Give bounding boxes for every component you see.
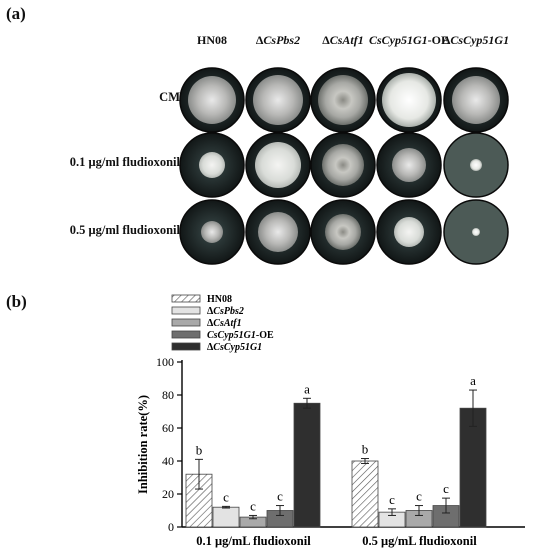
label-part: CsCyp51G1 bbox=[368, 33, 428, 47]
bar bbox=[459, 407, 487, 528]
label-part: HN08 bbox=[197, 33, 227, 47]
fungal-colony bbox=[325, 214, 361, 250]
fungal-colony bbox=[392, 148, 426, 182]
legend-label: ΔCsAtf1 bbox=[207, 318, 242, 329]
label-part: CsPbs2 bbox=[213, 306, 244, 317]
culture-plate bbox=[245, 132, 311, 198]
legend-swatch bbox=[171, 330, 201, 339]
inhibition-bar-chart: 0 20 40 60 80 100 Inhibition rate(%) b c c c a 0.1 μ… bbox=[136, 294, 525, 548]
legend-swatch bbox=[171, 342, 201, 351]
panel-b-label: (b) bbox=[6, 292, 27, 311]
significance-letter: a bbox=[304, 381, 310, 396]
fungal-colony bbox=[199, 152, 225, 178]
legend-label: ΔCsPbs2 bbox=[207, 306, 244, 317]
label-part: CsCyp51G1 bbox=[207, 330, 256, 341]
fungal-colony bbox=[472, 228, 480, 236]
culture-plate bbox=[245, 199, 311, 265]
fungal-colony bbox=[188, 76, 236, 124]
fungal-colony bbox=[452, 76, 500, 124]
y-axis-label: Inhibition rate(%) bbox=[136, 395, 150, 494]
significance-letter: b bbox=[196, 442, 203, 457]
significance-letter: c bbox=[389, 492, 395, 507]
fungal-colony bbox=[382, 73, 436, 127]
culture-plate bbox=[310, 199, 376, 265]
legend-label: ΔCsCyp51G1 bbox=[207, 342, 262, 353]
condition-label-cm: CM bbox=[159, 90, 180, 104]
culture-plate bbox=[179, 199, 245, 265]
culture-plate bbox=[376, 67, 442, 133]
significance-letter: c bbox=[223, 489, 229, 504]
label-part: CsAtf1 bbox=[213, 318, 241, 329]
fungal-colony bbox=[318, 75, 368, 125]
significance-letter: c bbox=[250, 498, 256, 513]
label-part: CsPbs2 bbox=[263, 33, 301, 47]
label-part: CsCyp51G1 bbox=[450, 33, 510, 47]
bar bbox=[293, 402, 321, 528]
culture-plate bbox=[179, 132, 245, 198]
y-tick-label: 100 bbox=[156, 355, 174, 369]
y-tick-label: 20 bbox=[162, 487, 174, 501]
fungal-colony bbox=[258, 212, 298, 252]
legend-swatch bbox=[171, 294, 201, 303]
y-tick-label: 0 bbox=[168, 520, 174, 534]
culture-plate bbox=[310, 132, 376, 198]
strain-header: HN08 bbox=[177, 33, 247, 48]
label-part: Δ bbox=[322, 33, 330, 47]
fungal-colony bbox=[322, 144, 364, 186]
bar bbox=[351, 460, 379, 528]
x-category-label: 0.5 μg/mL fludioxonil bbox=[362, 534, 477, 548]
label-part: Δ bbox=[442, 33, 451, 47]
significance-letter: b bbox=[362, 442, 369, 457]
colony-plates-grid bbox=[179, 67, 509, 265]
fungal-colony bbox=[253, 75, 303, 125]
label-part: Δ bbox=[255, 33, 264, 47]
legend-swatch bbox=[171, 318, 201, 327]
strain-header: CsCyp51G1-OE bbox=[364, 33, 454, 48]
strain-header: ΔCsPbs2 bbox=[243, 33, 313, 48]
panel-a-label: (a) bbox=[6, 4, 26, 23]
label-part: Δ bbox=[207, 306, 214, 317]
legend-label: CsCyp51G1-OE bbox=[207, 330, 274, 341]
x-category-label: 0.1 μg/mL fludioxonil bbox=[196, 534, 311, 548]
legend-swatch bbox=[171, 306, 201, 315]
culture-plate bbox=[443, 199, 509, 265]
significance-letter: c bbox=[416, 489, 422, 504]
label-part: -OE bbox=[427, 33, 449, 47]
culture-plate bbox=[443, 67, 509, 133]
culture-plate bbox=[376, 132, 442, 198]
condition-label-0-1: 0.1 μg/ml fludioxonil bbox=[69, 155, 180, 169]
label-part: -OE bbox=[256, 330, 274, 341]
label-part: CsCyp51G1 bbox=[213, 342, 262, 353]
culture-plate bbox=[376, 199, 442, 265]
significance-letter: c bbox=[277, 489, 283, 504]
label-part: CsAtf1 bbox=[329, 33, 364, 47]
culture-plate bbox=[245, 67, 311, 133]
legend-label: HN08 bbox=[207, 294, 232, 305]
culture-plate bbox=[179, 67, 245, 133]
label-part: Δ bbox=[207, 342, 214, 353]
label-part: Δ bbox=[207, 318, 214, 329]
y-tick-label: 40 bbox=[162, 454, 174, 468]
culture-plate bbox=[310, 67, 376, 133]
strain-header: ΔCsCyp51G1 bbox=[441, 33, 511, 48]
significance-letter: a bbox=[470, 373, 476, 388]
fungal-colony bbox=[470, 159, 482, 171]
y-tick-label: 80 bbox=[162, 388, 174, 402]
strain-header: ΔCsAtf1 bbox=[308, 33, 378, 48]
bar bbox=[212, 506, 240, 528]
label-part: HN08 bbox=[207, 294, 232, 305]
y-tick-label: 60 bbox=[162, 421, 174, 435]
fungal-colony bbox=[255, 142, 301, 188]
fungal-colony bbox=[201, 221, 223, 243]
significance-letter: c bbox=[443, 481, 449, 496]
condition-label-0-5: 0.5 μg/ml fludioxonil bbox=[69, 223, 180, 237]
culture-plate bbox=[443, 132, 509, 198]
fungal-colony bbox=[394, 217, 424, 247]
